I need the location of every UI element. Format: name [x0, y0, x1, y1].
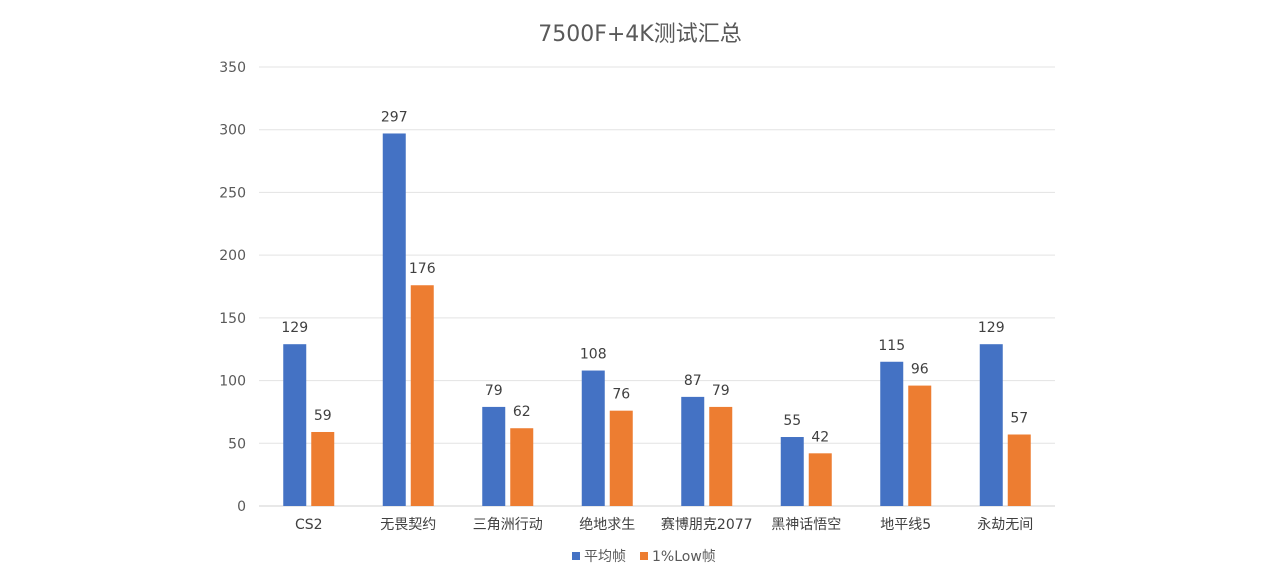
y-tick-label: 200 — [219, 248, 246, 264]
category-label: 永劫无间 — [977, 517, 1033, 533]
data-label: 129 — [281, 320, 308, 336]
data-label: 96 — [911, 362, 929, 378]
y-tick-label: 300 — [219, 123, 246, 139]
bar — [979, 344, 1003, 506]
y-axis-ticks: 0 50 100 150 200 250 300 350 — [219, 60, 246, 515]
bar — [311, 431, 335, 506]
bar — [908, 385, 932, 506]
data-label: 57 — [1010, 411, 1028, 427]
data-label: 42 — [811, 429, 829, 445]
bar — [609, 410, 633, 506]
bar — [780, 437, 804, 506]
y-tick-label: 0 — [237, 499, 246, 515]
bar — [482, 406, 506, 506]
bar — [681, 396, 705, 506]
data-label: 108 — [580, 347, 607, 363]
data-label: 76 — [612, 387, 630, 403]
data-label: 176 — [409, 261, 436, 277]
category-label: 地平线5 — [880, 517, 931, 533]
bar — [510, 428, 534, 506]
bar — [1007, 434, 1031, 506]
data-label: 62 — [513, 404, 531, 420]
data-label: 79 — [485, 383, 503, 399]
y-tick-label: 350 — [219, 60, 246, 76]
legend: 平均帧 1%Low帧 — [572, 549, 716, 565]
y-tick-label: 250 — [219, 185, 246, 201]
gridlines — [259, 66, 1055, 507]
bar — [283, 344, 307, 506]
data-labels: 129 59 297 176 79 62 108 76 87 79 55 42 115 96 129 57 — [281, 109, 1028, 445]
data-label: 129 — [978, 320, 1005, 336]
legend-label: 平均帧 — [584, 549, 626, 565]
bar — [880, 361, 904, 506]
category-label: 无畏契约 — [380, 517, 436, 533]
category-label: CS2 — [295, 517, 323, 533]
data-label: 87 — [684, 373, 702, 389]
category-label: 黑神话悟空 — [771, 517, 841, 533]
legend-label: 1%Low帧 — [652, 549, 716, 565]
data-label: 115 — [878, 338, 905, 354]
data-label: 297 — [381, 109, 408, 125]
category-label: 赛博朋克2077 — [661, 516, 753, 533]
legend-swatch — [640, 552, 648, 560]
bars — [283, 133, 1031, 506]
category-label: 绝地求生 — [579, 517, 635, 533]
bar — [382, 133, 406, 506]
bar — [709, 406, 733, 506]
chart-title: 7500F+4K测试汇总 — [538, 22, 742, 47]
data-label: 55 — [783, 413, 801, 429]
y-tick-label: 50 — [228, 436, 246, 452]
y-tick-label: 100 — [219, 374, 246, 390]
bar — [410, 285, 434, 506]
legend-swatch — [572, 552, 580, 560]
category-labels: CS2 无畏契约 三角洲行动 绝地求生 赛博朋克2077 黑神话悟空 地平线5 永劫无间 — [295, 516, 1033, 533]
category-label: 三角洲行动 — [473, 517, 543, 533]
data-label: 79 — [712, 383, 730, 399]
bar — [581, 370, 605, 506]
bar — [808, 453, 832, 506]
data-label: 59 — [314, 408, 332, 424]
y-tick-label: 150 — [219, 311, 246, 327]
